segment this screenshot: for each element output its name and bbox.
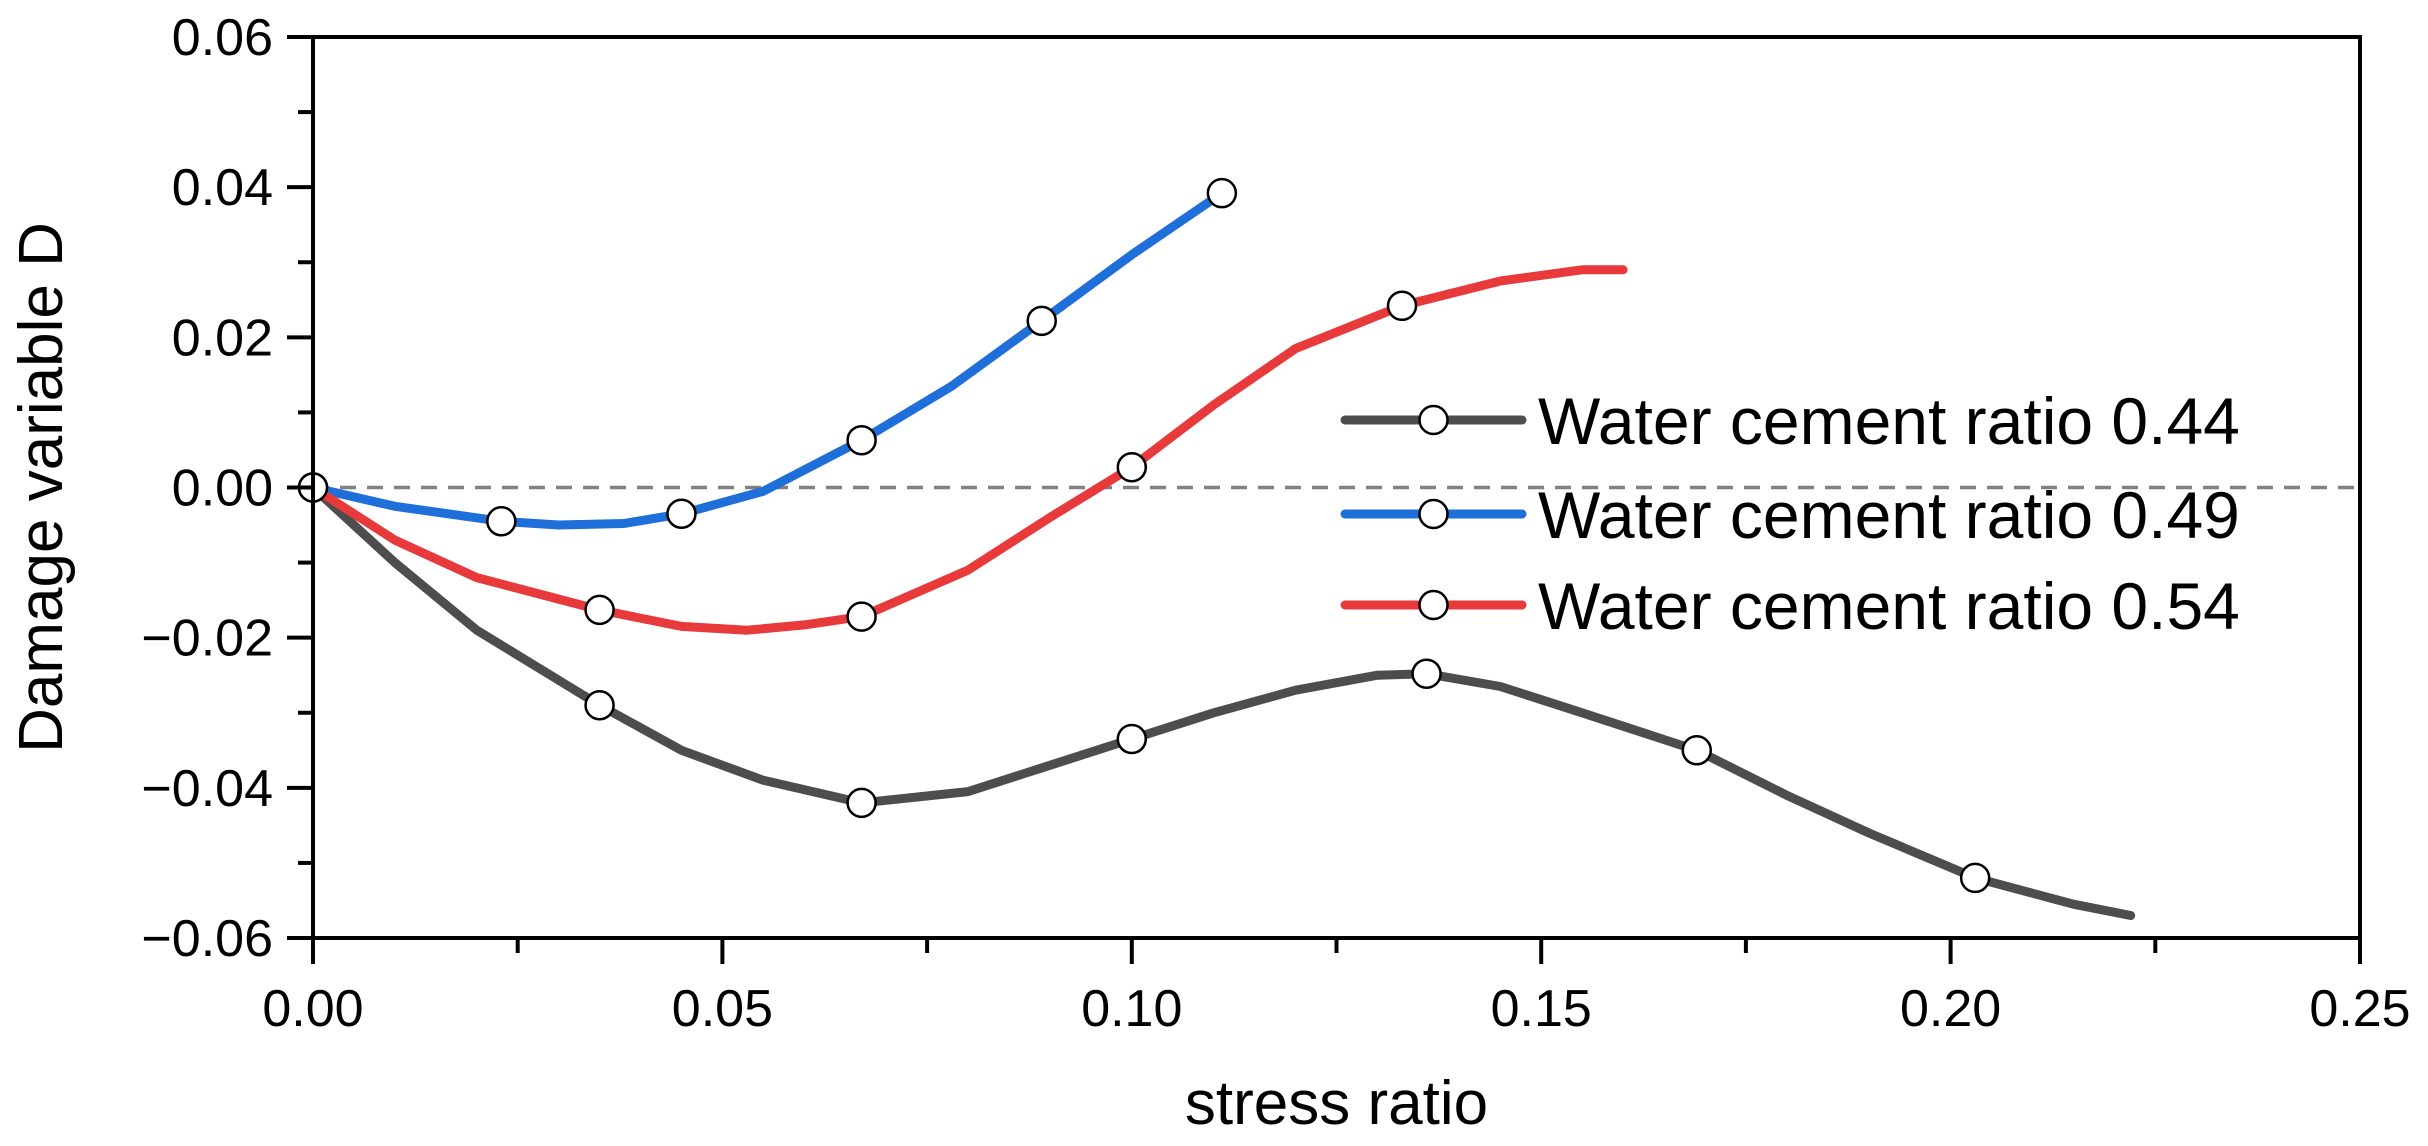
series-2-marker-5 — [1026, 305, 1057, 337]
x-tick-label: 0.15 — [1491, 980, 1592, 1038]
y-tick-label: −0.02 — [141, 610, 273, 668]
x-tick-label: 0.00 — [262, 980, 363, 1038]
series-3-marker-4 — [1116, 451, 1148, 483]
x-axis-title: stress ratio — [1185, 1069, 1488, 1138]
x-tick-label: 0.20 — [1900, 980, 2001, 1038]
series-1-marker-2 — [584, 689, 615, 721]
y-tick-label: −0.04 — [141, 760, 273, 818]
series-1-marker-3 — [846, 787, 877, 819]
series-3-marker-2 — [584, 594, 615, 626]
series-2-marker-3 — [666, 498, 697, 530]
y-tick-label: 0.04 — [172, 159, 273, 217]
series-2-marker-2 — [486, 506, 517, 537]
series-3-marker-3 — [846, 601, 877, 632]
legend-label-2: Water cement ratio 0.49 — [1538, 478, 2240, 552]
series-2-marker-4 — [846, 424, 877, 456]
series-1-marker-4 — [1116, 723, 1148, 755]
x-tick-label: 0.25 — [2309, 980, 2410, 1038]
series-1-marker-7 — [1959, 862, 1991, 894]
legend: Water cement ratio 0.44 Water cement rati… — [1340, 384, 2240, 643]
y-tick-label: 0.00 — [172, 460, 273, 518]
legend-marker-3 — [1418, 589, 1449, 621]
tick-labels-layer: 0.00 0.05 0.10 0.15 0.20 0.25 0.06 0.04 0.02 0.00… — [141, 9, 2410, 1038]
series-line-3 — [308, 265, 1628, 635]
legend-marker-2 — [1418, 498, 1449, 530]
y-axis-title: Damage variable D — [7, 222, 76, 753]
y-tick-label: 0.06 — [172, 9, 273, 67]
legend-marker-1 — [1418, 404, 1449, 436]
x-tick-label: 0.05 — [672, 980, 773, 1038]
series-3-marker-5 — [1386, 290, 1418, 322]
legend-label-1: Water cement ratio 0.44 — [1538, 384, 2240, 458]
axes-layer — [287, 35, 2362, 964]
series-2-marker-6 — [1206, 177, 1238, 209]
series-line-2 — [308, 188, 1227, 530]
y-tick-label: 0.02 — [172, 309, 273, 367]
series-layer — [297, 177, 2136, 920]
legend-label-3: Water cement ratio 0.54 — [1538, 569, 2240, 643]
series-line-1 — [308, 483, 2136, 920]
y-tick-label: −0.06 — [141, 910, 273, 968]
series-1-marker-5 — [1411, 658, 1442, 689]
series-1-marker-6 — [1681, 735, 1713, 766]
x-tick-label: 0.10 — [1081, 980, 1182, 1038]
